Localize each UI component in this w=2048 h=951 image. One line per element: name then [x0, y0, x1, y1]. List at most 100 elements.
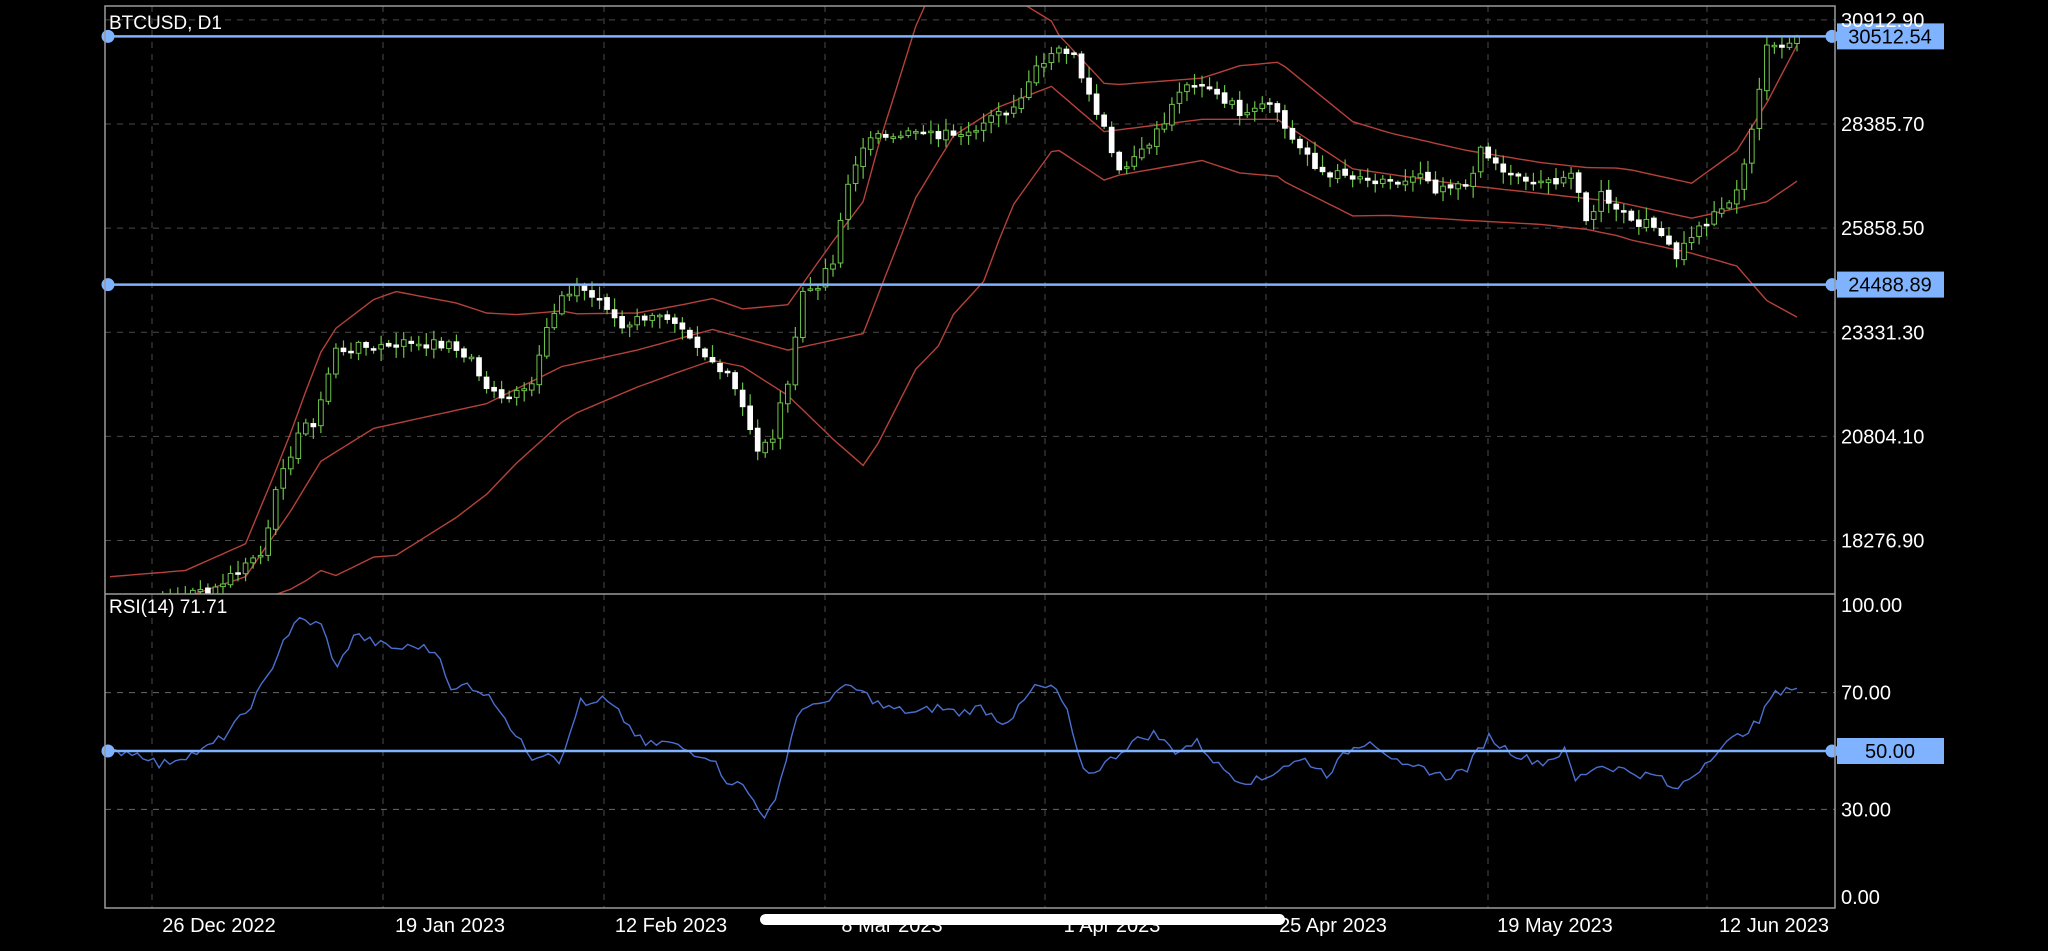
candle-body: [1334, 170, 1341, 180]
rsi-label: RSI(14) 71.71: [109, 597, 227, 618]
candle: [491, 380, 497, 399]
candle: [762, 439, 769, 458]
candle-body: [1229, 100, 1235, 105]
price-level-line-1[interactable]: 30512.54: [101, 23, 1945, 50]
candle-body: [694, 336, 701, 348]
candle: [1379, 175, 1386, 188]
candle-body: [890, 136, 897, 139]
candle-body: [1116, 151, 1123, 171]
candle-body: [1492, 157, 1499, 164]
candle: [1048, 46, 1055, 70]
candle: [679, 317, 686, 340]
candle-body: [995, 111, 1002, 116]
candle: [1041, 52, 1047, 78]
candle: [596, 286, 603, 310]
home-indicator-bar[interactable]: [760, 914, 1285, 925]
candle-body: [1289, 127, 1296, 140]
price-axis-label: 20804.10: [1841, 426, 1924, 448]
candle: [1086, 66, 1092, 102]
candle-body: [1402, 180, 1409, 186]
candle-body: [468, 356, 475, 360]
price-level-line-2-right-handle[interactable]: [1825, 278, 1839, 292]
candle-body: [965, 131, 972, 137]
rsi-level-line-50-left-handle[interactable]: [101, 744, 115, 758]
horizontal-lines[interactable]: 30512.54 24488.89 50.00: [101, 23, 1945, 764]
candle: [626, 321, 633, 338]
candle: [980, 113, 987, 142]
rsi-level-line-50-label: 50.00: [1865, 741, 1915, 763]
candle-body: [611, 309, 618, 319]
candle: [1553, 168, 1559, 190]
candle-body: [280, 468, 287, 489]
rsi-line: [105, 616, 1798, 820]
candle-body: [1500, 163, 1507, 173]
candle: [747, 394, 753, 435]
price-level-line-2-left-handle[interactable]: [101, 278, 115, 292]
candle-body: [1342, 168, 1348, 176]
price-level-line-1-right-handle[interactable]: [1825, 29, 1839, 43]
candle-body: [1010, 106, 1017, 114]
candle: [1507, 164, 1514, 185]
candle: [1387, 175, 1394, 190]
candle-body: [1312, 152, 1318, 169]
candle-body: [905, 130, 912, 136]
candle: [649, 312, 656, 328]
candle: [1681, 231, 1687, 266]
candle: [348, 342, 354, 359]
candle: [890, 133, 897, 144]
rsi-level-line-50-right-handle[interactable]: [1825, 744, 1839, 758]
candle-body: [453, 341, 460, 351]
candle-body: [431, 339, 437, 350]
candle: [1274, 100, 1281, 123]
candle: [905, 127, 912, 138]
candle-body: [1718, 208, 1725, 214]
candle-body: [1636, 219, 1642, 227]
candle: [1733, 180, 1740, 214]
price-level-line-2[interactable]: 24488.89: [101, 271, 1945, 298]
candle-body: [1553, 178, 1559, 185]
candle: [1319, 155, 1326, 176]
candle-body: [1485, 146, 1492, 159]
candle-body: [528, 383, 535, 391]
candle: [1643, 207, 1650, 232]
candle-body: [1455, 183, 1461, 190]
candle-body: [1364, 177, 1371, 181]
candle: [506, 390, 512, 403]
candle-body: [928, 130, 934, 134]
candle-body: [1507, 172, 1514, 176]
candle: [1696, 221, 1702, 245]
candle-body: [1477, 146, 1484, 173]
candle: [242, 557, 249, 582]
candle: [1236, 91, 1243, 126]
candle-body: [325, 373, 332, 402]
candle: [551, 303, 558, 331]
candle-body: [724, 370, 731, 374]
candle: [1349, 171, 1356, 188]
candle-body: [1108, 126, 1115, 154]
candle: [1545, 177, 1552, 195]
rsi-level-line-50[interactable]: 50.00: [101, 738, 1945, 764]
candle: [1703, 218, 1710, 237]
candle-body: [566, 293, 573, 297]
candle-body: [363, 342, 369, 348]
axis-labels: 26 Dec 2022 19 Jan 2023 12 Feb 2023 8 Mar 2…: [162, 10, 1924, 937]
candle-body: [1086, 77, 1092, 95]
candle: [724, 368, 731, 377]
candle: [1078, 51, 1085, 83]
candle: [1071, 51, 1077, 59]
candle-body: [784, 383, 791, 405]
candle-body: [717, 362, 723, 373]
candle: [325, 367, 332, 405]
candle-body: [1681, 242, 1687, 261]
candle: [1138, 137, 1145, 161]
candle: [973, 125, 979, 140]
candle-body: [1417, 173, 1424, 179]
candle: [1364, 168, 1371, 188]
candle: [272, 486, 279, 536]
candle-body: [822, 268, 829, 288]
candle-body: [559, 295, 565, 315]
candle: [1312, 141, 1318, 171]
candle: [1462, 179, 1469, 190]
